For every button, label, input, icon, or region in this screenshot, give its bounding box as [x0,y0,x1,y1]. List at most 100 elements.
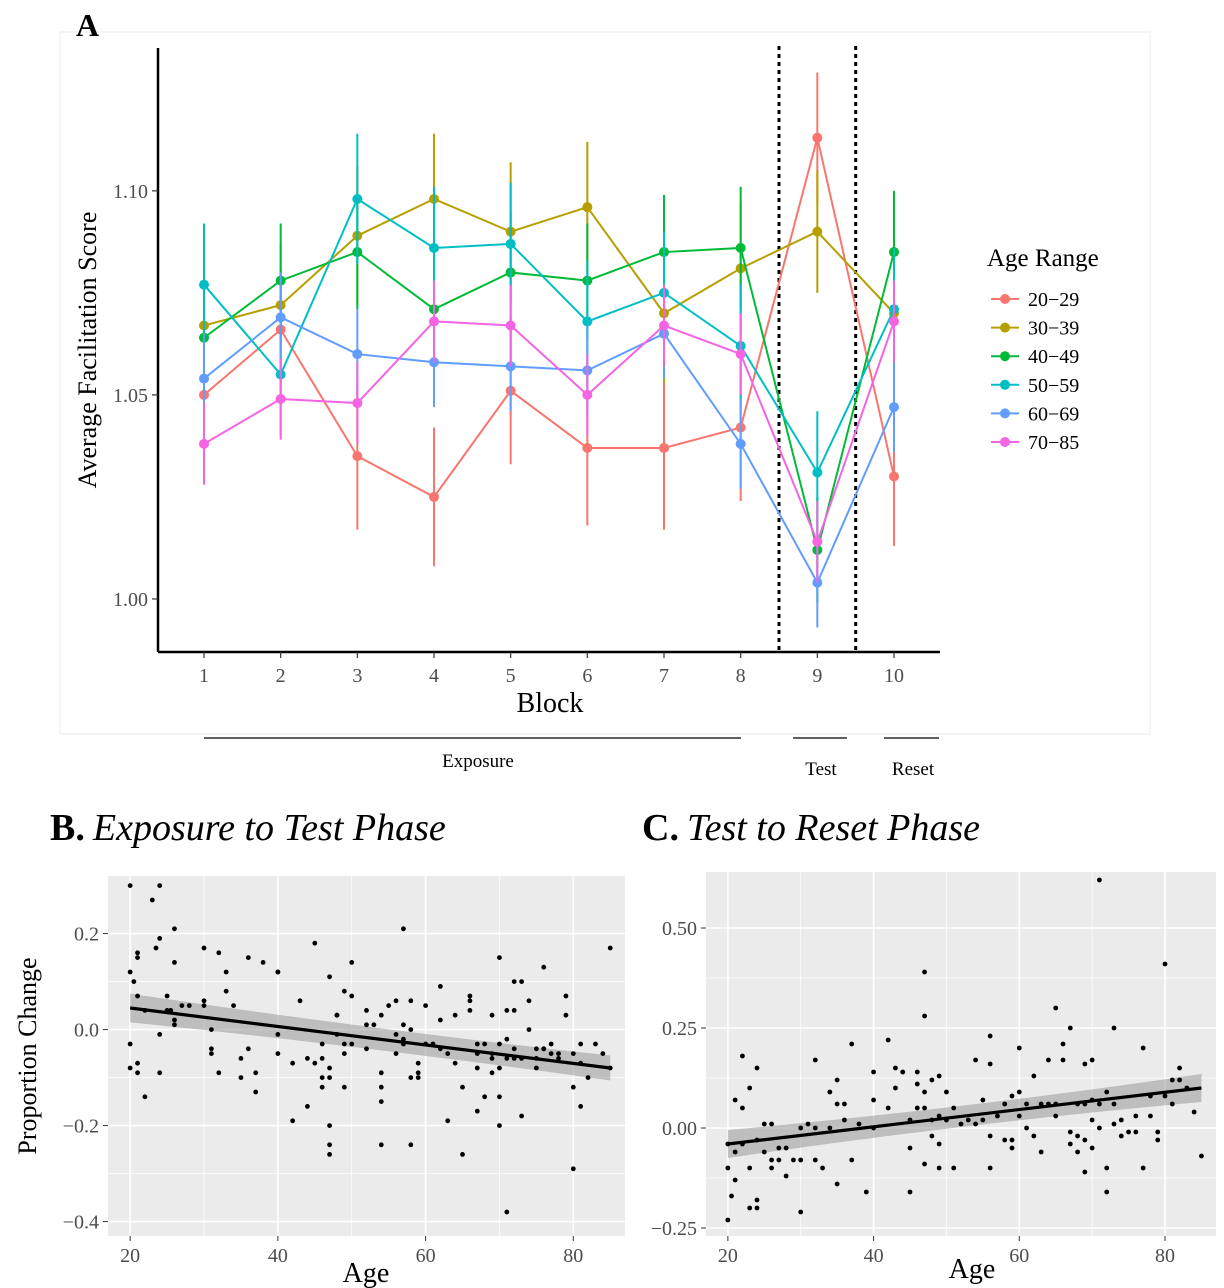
c-point [1104,1189,1110,1195]
c-point [929,1133,935,1139]
a-data-point [659,320,669,331]
c-xlabel: Age [949,1254,996,1285]
b-point [511,1046,517,1052]
c-point [1082,1169,1088,1175]
a-legend-label: 30−39 [1028,318,1079,340]
b-point [290,1060,296,1066]
a-x-tick-label: 2 [276,665,286,687]
b-point [341,1041,347,1047]
b-point [127,1065,133,1071]
b-point [393,1051,399,1056]
a-series-line [203,197,895,327]
c-point [856,1121,862,1127]
c-point [740,1105,745,1111]
b-point [378,1142,384,1148]
c-point [820,1165,825,1171]
b-point [172,926,177,932]
b-point [260,960,266,965]
a-data-point [735,438,746,449]
b-point [437,984,443,989]
a-legend-key-dot [1000,437,1010,447]
b-point [312,1060,318,1066]
c-point [769,1157,774,1163]
b-point [364,1008,369,1013]
c-point [1162,1093,1168,1099]
a-x-tick-label: 8 [736,665,746,687]
b-point [467,993,473,999]
a-legend-label: 60−69 [1028,403,1079,425]
panel-a: A 1.00 1.05 1.10 1 2 3 4 5 6 7 8 9 10 Block Average … [59,7,1151,735]
a-data-point [735,349,746,360]
c-point [1067,1025,1073,1031]
b-point [245,1046,251,1052]
b-point [541,1046,547,1052]
c-point [1067,1129,1073,1135]
c-point [900,1069,906,1075]
c-x-tick-label: 80 [1155,1245,1175,1267]
b-point [570,1051,576,1056]
panel-c-title: C. Test to Reset Phase [642,807,980,849]
c-point [987,1033,993,1039]
c-point [827,1125,833,1131]
b-point [519,1113,524,1119]
c-point [1199,1153,1204,1159]
a-x-tick-label: 1 [199,665,209,687]
c-point [1111,1101,1117,1107]
b-point [393,1032,399,1037]
a-data-point [812,536,823,547]
c-point [1140,1165,1146,1171]
a-data-point [812,467,823,478]
a-data-point [659,442,669,453]
c-point [754,1197,760,1203]
a-series-70−85 [199,280,899,583]
b-point [319,1056,325,1061]
c-y-tick-label: 0.00 [662,1118,697,1140]
b-point [327,1075,332,1080]
b-point [401,1022,406,1028]
b-point [327,974,332,980]
c-regression-line [727,1086,1202,1146]
c-point [1133,1113,1139,1119]
b-ylabel: Proportion Change [13,957,42,1154]
a-series-line [203,246,895,551]
b-point [153,945,159,951]
a-x-tick-label: 9 [812,665,822,687]
b-point [437,1017,443,1023]
b-point [467,998,473,1004]
c-point [747,1165,753,1171]
c-point [1126,1129,1131,1135]
b-point [135,955,140,960]
c-point [754,1065,760,1071]
a-legend-key-dot [1000,294,1010,304]
c-point [732,1097,738,1103]
a-x-tick-label: 6 [582,665,592,687]
c-point [769,1121,774,1127]
b-point [489,1070,495,1076]
c-point [1060,1041,1066,1047]
a-legend-label: 20−29 [1028,289,1079,311]
a-data-point [505,238,516,249]
b-point [209,1051,214,1056]
b-point [511,1008,517,1013]
b-point [157,936,163,941]
b-point [238,1056,244,1061]
c-point [1191,1109,1197,1115]
b-point [504,1008,510,1013]
c-point [776,1157,782,1163]
c-point [798,1157,804,1163]
c-point [1031,1133,1037,1139]
c-x-tick-label: 60 [1009,1245,1029,1267]
b-y-tick-label: 0.0 [74,1020,99,1042]
c-x-tick-label: 40 [864,1245,884,1267]
c-point [783,1145,789,1151]
c-point [776,1145,782,1151]
c-point [740,1053,745,1059]
b-point [578,1041,584,1047]
b-point [548,1041,554,1047]
c-point [761,1121,767,1127]
c-point [827,1089,833,1095]
b-point [231,1003,236,1008]
c-point [907,1145,913,1151]
b-point [172,1022,177,1028]
c-point [936,1113,942,1119]
